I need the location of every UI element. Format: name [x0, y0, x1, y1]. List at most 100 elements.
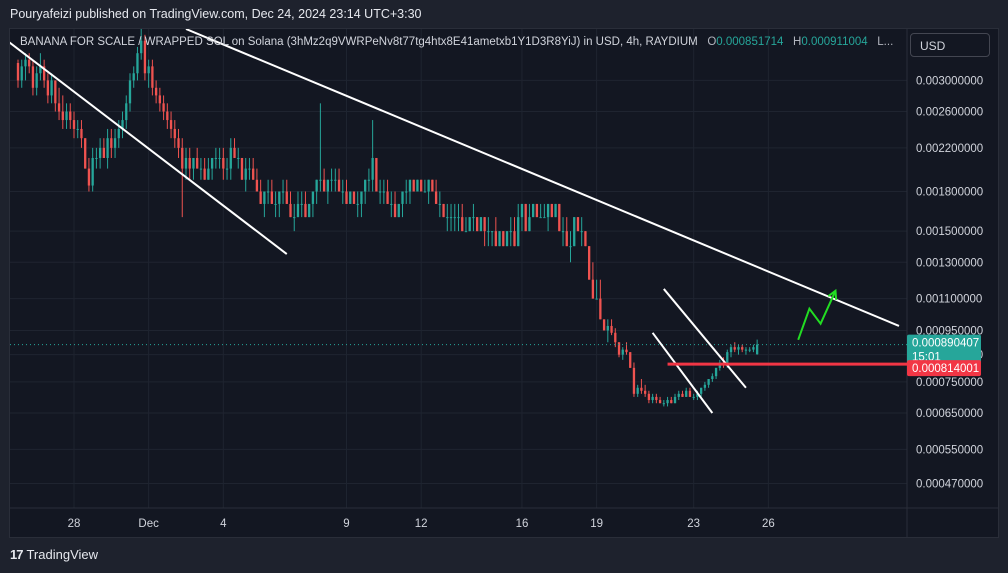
candle-body: [696, 393, 699, 397]
candle-body: [744, 349, 748, 351]
chart-legend: BANANA FOR SCALE / WRAPPED SOL on Solana…: [20, 36, 893, 48]
candle-body: [602, 319, 606, 331]
candle-body: [143, 40, 147, 74]
candle-body: [285, 191, 288, 204]
x-tick-label: 28: [68, 518, 81, 530]
candle-body: [509, 231, 512, 233]
chart-panel[interactable]: 0.003000000 0.002600000 0.002200000 0.00180…: [9, 28, 999, 538]
candle-body: [528, 217, 531, 232]
candle-body: [382, 191, 385, 193]
candle-body: [184, 157, 188, 169]
candle-body: [666, 400, 669, 404]
candle-body: [449, 217, 453, 219]
candle-body: [498, 231, 501, 247]
candle-body: [54, 80, 57, 104]
candle-body: [655, 396, 658, 401]
candle-body: [464, 231, 468, 233]
candle-body: [532, 203, 535, 218]
candle-body: [364, 179, 367, 192]
candle-body: [192, 157, 195, 169]
candle-body: [113, 138, 117, 148]
currency-button[interactable]: USD: [910, 33, 990, 57]
candle-body: [431, 179, 434, 192]
price-axis-badge: [907, 334, 981, 365]
candle-body: [225, 168, 229, 170]
candle-body: [229, 147, 232, 169]
candle-body: [617, 342, 621, 355]
candle-body: [397, 203, 400, 218]
candle-body: [699, 387, 703, 394]
candle-body: [252, 168, 255, 180]
y-tick-label: 0.000650000: [916, 408, 983, 420]
candle-body: [356, 203, 359, 205]
candle-body: [31, 66, 35, 88]
candle-body: [102, 147, 106, 158]
candle-body: [293, 217, 296, 219]
candle-body: [76, 128, 79, 130]
open-value: 0.000851714: [716, 36, 784, 48]
candle-body: [386, 191, 389, 204]
candle-body: [378, 191, 382, 193]
candle-body: [558, 203, 561, 232]
y-tick-label: 0.002600000: [916, 107, 983, 119]
trend-line: [651, 332, 714, 414]
candle-body: [673, 396, 677, 404]
candle-body: [248, 168, 251, 170]
candle-body: [584, 231, 587, 247]
candle-body: [711, 376, 714, 380]
price-axis-label: 0.000814001: [912, 363, 979, 375]
candle-body: [461, 217, 464, 232]
candle-body: [28, 59, 31, 67]
candle-body: [188, 157, 191, 169]
candle-body: [748, 349, 751, 351]
candle-body: [412, 179, 415, 192]
candle-body: [576, 217, 580, 232]
candle-body: [587, 246, 591, 280]
x-tick-label: 12: [415, 518, 428, 530]
candle-body: [640, 387, 643, 391]
candle-body: [169, 120, 173, 129]
legend-more[interactable]: L...: [877, 36, 894, 48]
x-tick-label: Dec: [138, 518, 159, 530]
candle-body: [136, 53, 139, 74]
candle-body: [110, 138, 113, 148]
candle-body: [476, 217, 479, 232]
x-tick-label: 4: [220, 518, 227, 530]
candle-body: [16, 63, 20, 81]
candle-body: [554, 203, 557, 218]
y-tick-label: 0.001500000: [916, 226, 983, 238]
candle-body: [755, 344, 759, 355]
candle-body: [214, 157, 218, 159]
y-tick-label: 0.001800000: [916, 187, 983, 199]
candle-body: [199, 168, 203, 170]
candle-body: [35, 73, 38, 88]
candle-body: [629, 352, 632, 368]
candle-body: [121, 120, 124, 129]
candle-body: [651, 396, 654, 401]
candle-body: [263, 191, 266, 204]
candle-body: [517, 217, 520, 247]
price-axis-badge: [907, 360, 981, 377]
trend-line: [10, 41, 288, 255]
candle-body: [614, 332, 617, 343]
candle-body: [147, 66, 150, 74]
candle-body: [341, 191, 344, 193]
y-tick-label: 0.002200000: [916, 143, 983, 155]
y-tick-label: 0.000750000: [916, 377, 983, 389]
y-tick-label: 0.000550000: [916, 444, 983, 456]
candle-body: [151, 66, 154, 88]
candle-body: [57, 103, 61, 112]
candle-body: [154, 87, 158, 96]
candle-body: [95, 157, 98, 159]
projection-arrowhead: [827, 288, 838, 300]
candle-body: [703, 384, 707, 388]
publish-header: Pouryafeizi published on TradingView.com…: [0, 0, 1008, 28]
candle-body: [416, 179, 419, 192]
candle-body: [408, 179, 412, 192]
y-tick-label: 0.003000000: [916, 75, 983, 87]
candle-body: [326, 179, 330, 192]
candle-body: [39, 66, 42, 74]
candlestick-chart[interactable]: 0.003000000 0.002600000 0.002200000 0.00180…: [10, 29, 998, 537]
candle-body: [255, 179, 259, 192]
candle-body: [487, 231, 490, 233]
